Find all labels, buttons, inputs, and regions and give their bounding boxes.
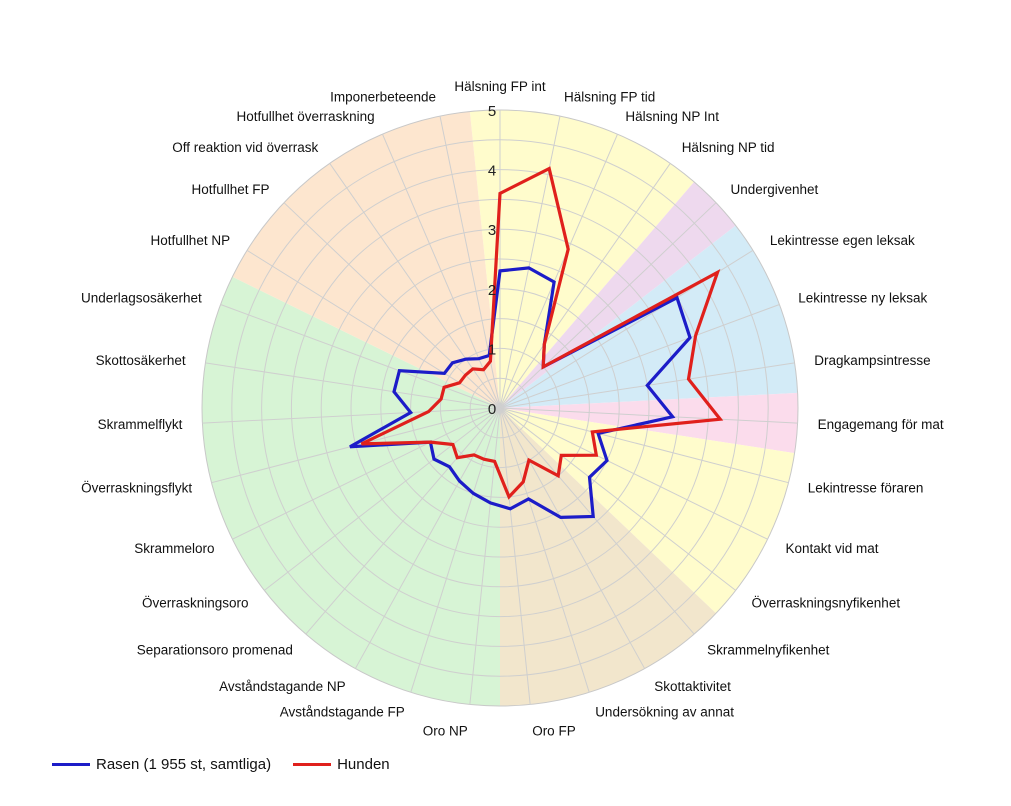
- tick-label-4: 4: [488, 163, 496, 180]
- grid-spoke-1: [499, 115, 561, 409]
- grid-spoke-28: [329, 163, 501, 409]
- grid-spoke-21: [232, 407, 501, 540]
- grid-spoke-27: [283, 202, 501, 409]
- category-label-26: Hotfullhet NP: [151, 233, 231, 248]
- grid-spoke-10: [499, 407, 768, 540]
- category-label-12: Skrammelnyfikenhet: [707, 642, 830, 657]
- category-label-23: Skrammelflykt: [98, 417, 183, 432]
- category-label-16: Oro NP: [423, 723, 468, 738]
- tick-label-0: 0: [488, 401, 496, 418]
- sector-5: [500, 408, 716, 706]
- grid-spoke-16: [469, 407, 501, 705]
- category-label-24: Skottosäkerhet: [96, 353, 186, 368]
- category-label-28: Off reaktion vid överrask: [172, 140, 318, 155]
- grid-spoke-3: [499, 163, 671, 409]
- grid-spoke-2: [499, 133, 618, 409]
- category-label-13: Skottaktivitet: [654, 679, 731, 694]
- category-label-3: Hälsning NP tid: [682, 140, 775, 155]
- grid-spoke-18: [354, 407, 501, 669]
- category-label-27: Hotfullhet FP: [191, 182, 269, 197]
- legend-swatch-hunden: [293, 763, 332, 766]
- category-label-22: Överraskningsflykt: [81, 481, 192, 496]
- category-label-19: Separationsoro promenad: [137, 642, 293, 657]
- category-label-1: Hälsning FP tid: [564, 90, 655, 105]
- category-label-2: Hälsning NP Int: [625, 109, 719, 124]
- tick-label-1: 1: [488, 341, 496, 358]
- sector-0: [469, 110, 695, 408]
- grid-spoke-11: [499, 407, 736, 591]
- grid-spoke-29: [382, 133, 501, 409]
- tick-label-5: 5: [488, 103, 496, 120]
- series-line-0: [349, 266, 692, 520]
- grid-spoke-9: [499, 407, 789, 484]
- category-label-30: Imponerbeteende: [330, 90, 436, 105]
- legend-item-rasen: Rasen (1 955 st, samtliga): [52, 756, 271, 773]
- grid-spoke-17: [410, 407, 501, 693]
- category-labels: Hälsning FP int Hälsning FP tid Hälsning N…: [81, 79, 944, 738]
- legend-swatch-rasen: [52, 763, 90, 766]
- legend: Rasen (1 955 st, samtliga) Hunden: [52, 756, 412, 773]
- category-label-10: Kontakt vid mat: [786, 541, 879, 556]
- sector-7: [232, 111, 500, 409]
- grid-spoke-12: [499, 407, 695, 635]
- grid-spoke-4: [499, 202, 717, 409]
- sector-2: [500, 225, 798, 408]
- grid-spoke-6: [499, 304, 780, 409]
- category-label-5: Lekintresse egen leksak: [770, 233, 915, 248]
- data-series: [349, 166, 724, 520]
- grid-spoke-14: [499, 407, 590, 693]
- series-line-1: [360, 166, 724, 500]
- category-label-4: Undergivenhet: [731, 182, 819, 197]
- category-label-7: Dragkampsintresse: [814, 353, 930, 368]
- grid-spoke-20: [264, 407, 501, 591]
- legend-item-hunden: Hunden: [293, 756, 390, 773]
- category-label-9: Lekintresse föraren: [808, 481, 924, 496]
- sector-6: [201, 276, 500, 706]
- category-label-14: Undersökning av annat: [595, 704, 734, 719]
- grid-spoke-15: [499, 407, 531, 705]
- radial-tick-labels: 0 1 2 3 4 5: [488, 103, 496, 418]
- category-label-11: Överraskningsnyfikenhet: [752, 596, 901, 611]
- category-label-8: Engagemang för mat: [818, 417, 944, 432]
- category-label-29: Hotfullhet överraskning: [237, 109, 375, 124]
- grid-spoke-25: [220, 304, 501, 409]
- grid-spoke-13: [499, 407, 646, 669]
- category-label-18: Avståndstagande NP: [219, 679, 346, 694]
- tick-label-2: 2: [488, 282, 496, 299]
- category-label-17: Avståndstagande FP: [280, 704, 405, 719]
- category-label-0: Hälsning FP int: [454, 79, 546, 94]
- grid-spoke-19: [305, 407, 501, 635]
- category-label-21: Skrammeloro: [134, 541, 214, 556]
- grid-spoke-24: [205, 362, 501, 409]
- category-label-20: Överraskningsoro: [142, 596, 249, 611]
- grid-spoke-8: [499, 407, 798, 424]
- legend-label-hunden: Hunden: [337, 756, 390, 773]
- tick-label-3: 3: [488, 222, 496, 239]
- grid: [201, 109, 799, 707]
- legend-label-rasen: Rasen (1 955 st, samtliga): [96, 756, 272, 773]
- category-label-6: Lekintresse ny leksak: [798, 291, 927, 306]
- grid-spoke-23: [202, 407, 501, 424]
- category-label-25: Underlagsosäkerhet: [81, 291, 202, 306]
- category-label-15: Oro FP: [532, 723, 576, 738]
